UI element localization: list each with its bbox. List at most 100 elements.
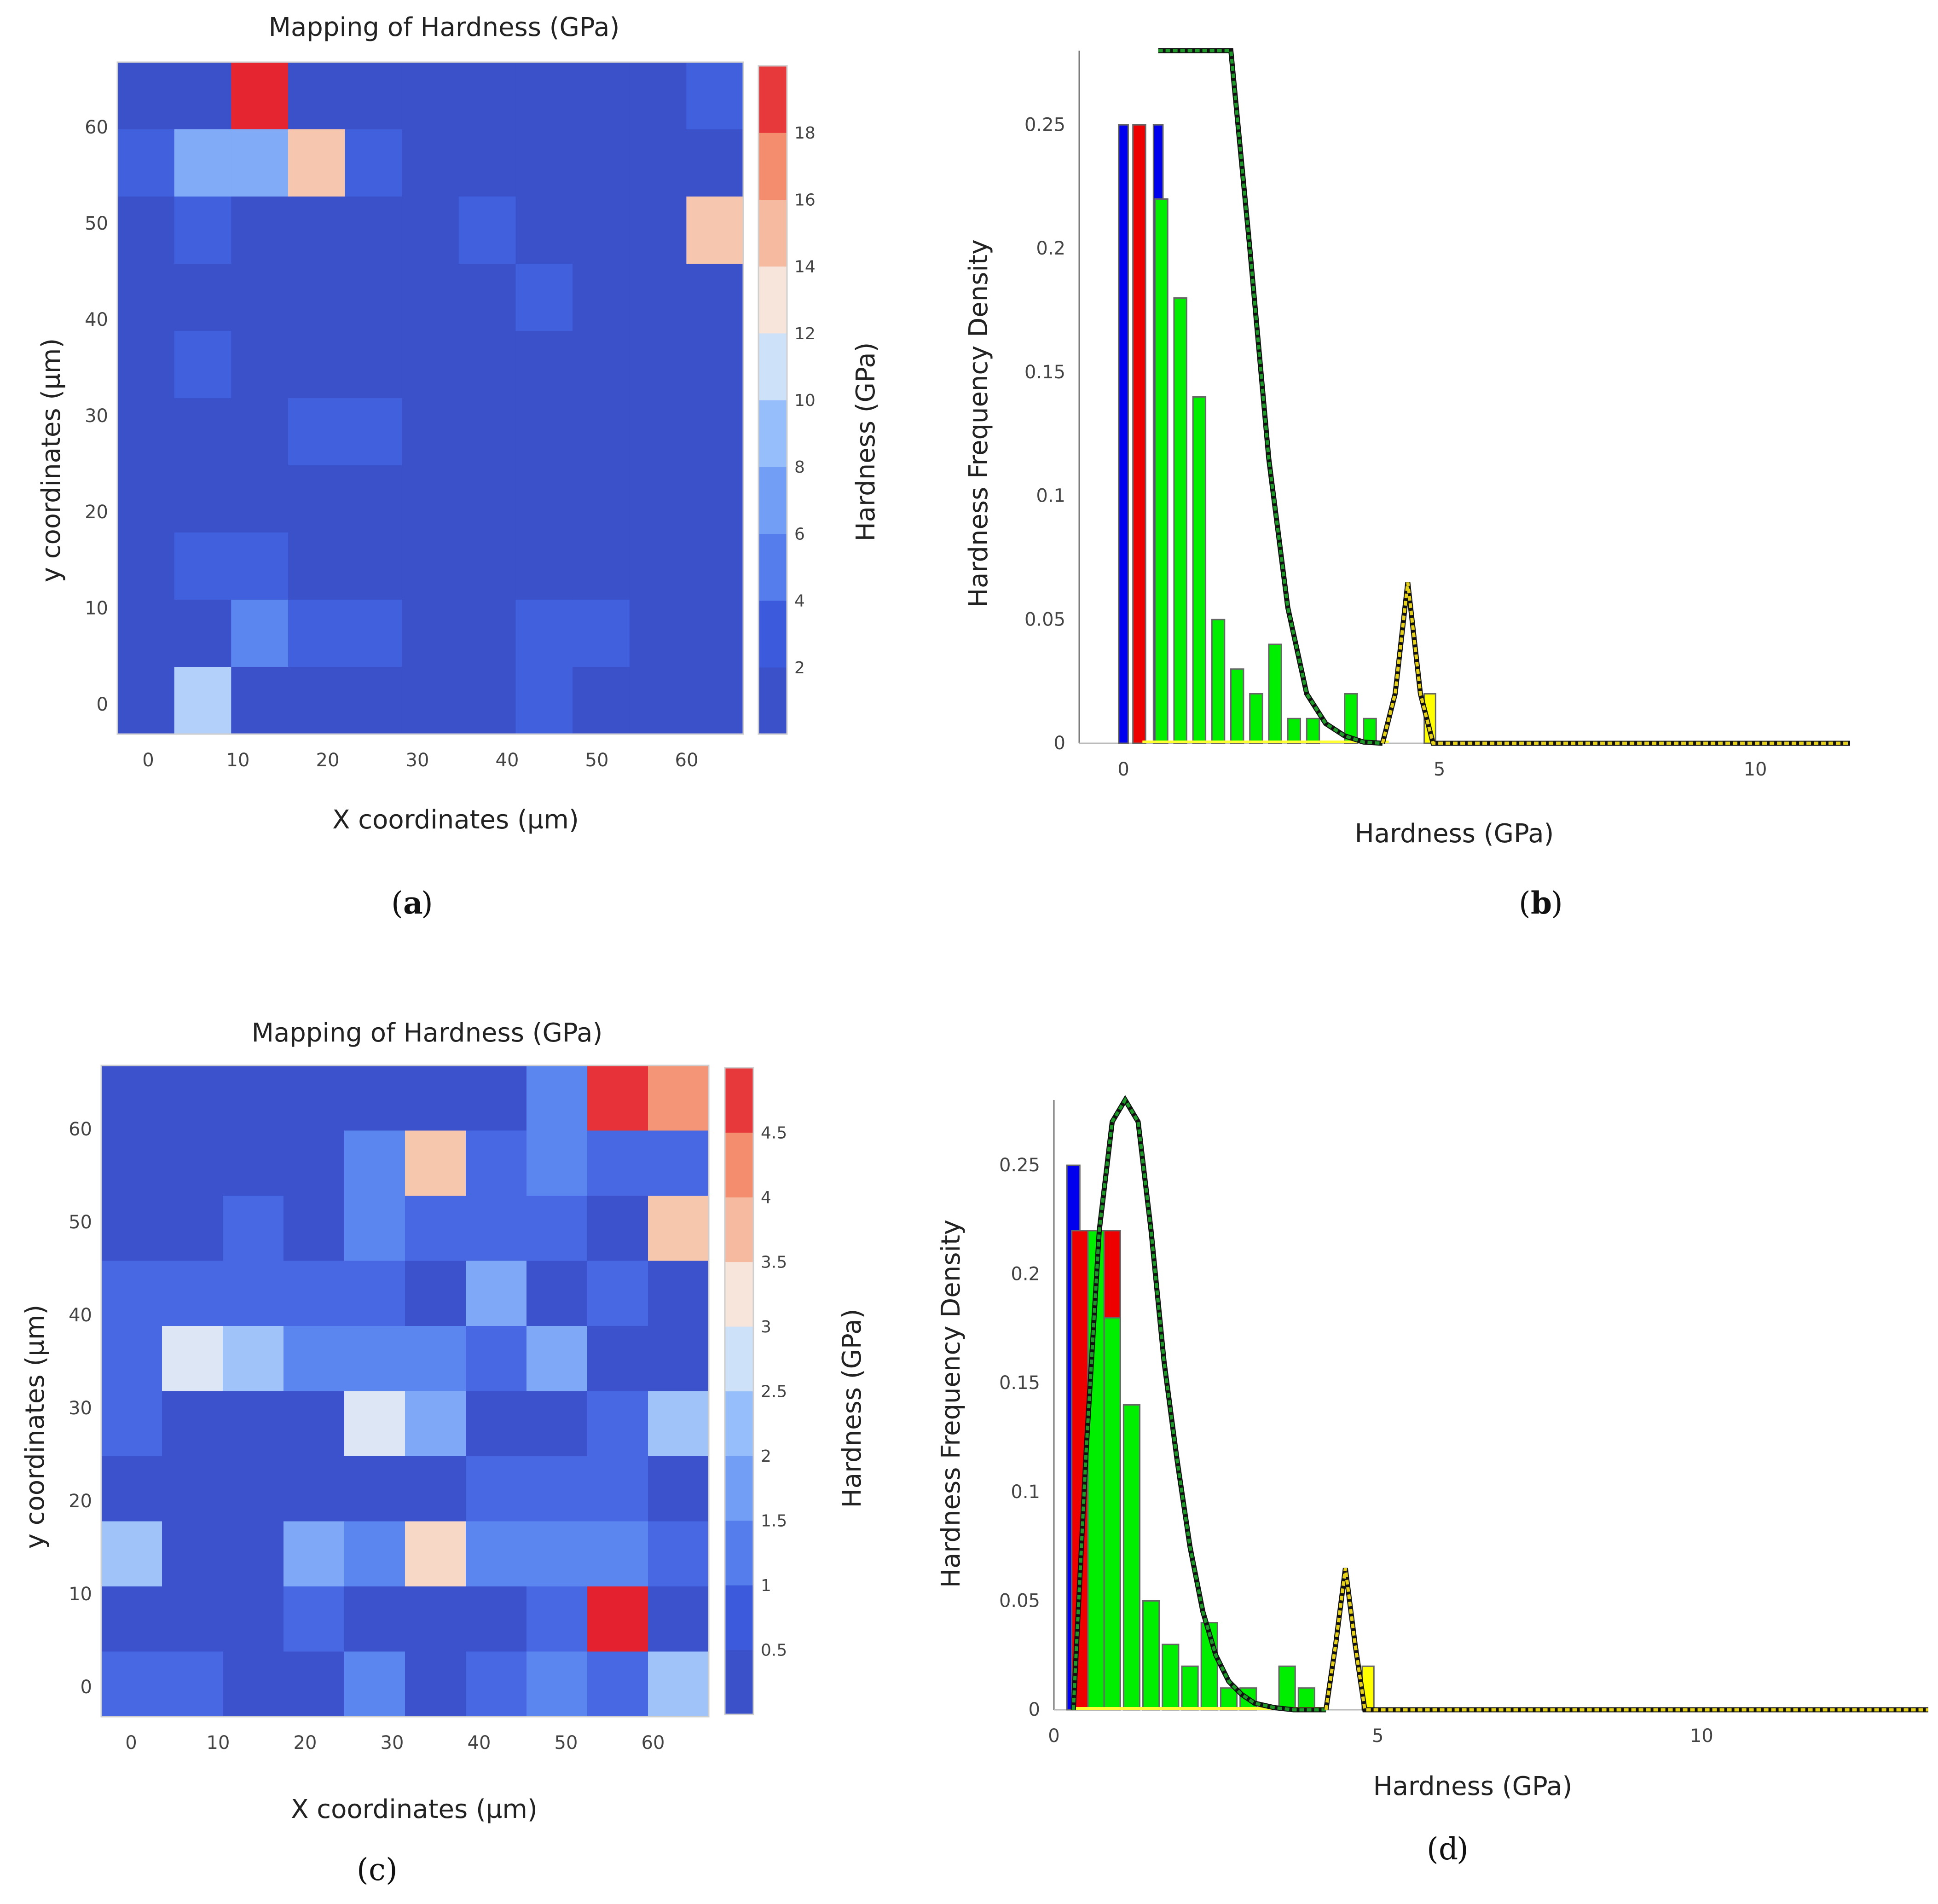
- heatmap-cell: [526, 1065, 588, 1131]
- heatmap-cell: [526, 1196, 588, 1262]
- y-tick-label: 60: [85, 117, 108, 138]
- panel-c-caption-letter: c: [369, 1852, 386, 1887]
- colorbar-frame: [758, 65, 788, 735]
- bar-green: [1122, 1404, 1140, 1711]
- colorbar-tick-label: 8: [794, 458, 805, 477]
- bar-green: [1220, 1687, 1238, 1711]
- heatmap-cell: [223, 1326, 284, 1392]
- panel-b: 0 0.05 0.1 0.15 0.2 0.25 0 5 10 Hardness (GPa) H…: [964, 48, 1850, 921]
- colorbar-tick-label: 2.5: [761, 1383, 787, 1401]
- x-tick-label: 10: [1690, 1725, 1713, 1747]
- colorbar-segment: [725, 1520, 753, 1586]
- y-tick-label: 30: [69, 1398, 92, 1419]
- heatmap-cell: [515, 532, 573, 600]
- colorbar-tick-label: 3: [761, 1318, 771, 1337]
- heatmap-cell: [174, 398, 231, 466]
- heatmap-cell: [458, 600, 516, 667]
- y-tick-label: 0.25: [1024, 114, 1065, 135]
- heatmap-cell: [405, 1196, 466, 1262]
- heatmap-cell: [223, 1065, 284, 1131]
- colorbar-tick-label: 1.5: [761, 1512, 787, 1531]
- heatmap-cell: [515, 398, 573, 466]
- heatmap-cell: [231, 264, 289, 331]
- heatmap-cell: [344, 1130, 405, 1196]
- x-tick-label: 5: [1372, 1725, 1383, 1747]
- svg-text:(: (: [391, 885, 403, 921]
- panel-a-x-label: X coordinates (µm): [332, 805, 579, 835]
- colorbar-segment: [725, 1326, 753, 1392]
- y-tick-label: 20: [69, 1491, 92, 1512]
- heatmap-cell: [344, 1326, 405, 1392]
- panel-c-y-ticks: 0 10 20 30 40 50 60: [69, 1119, 92, 1698]
- heatmap-cell: [101, 1326, 162, 1392]
- heatmap-cell: [162, 1521, 223, 1587]
- panel-c-colorbar-label: Hardness (GPa): [837, 1309, 867, 1508]
- heatmap-cell: [117, 398, 175, 466]
- heatmap-cell: [117, 667, 175, 735]
- heatmap-cell: [629, 667, 687, 735]
- bar-green: [1249, 693, 1263, 744]
- x-tick-label: 20: [316, 750, 340, 771]
- heatmap-cell: [288, 600, 346, 667]
- panel-d-caption-letter: d: [1439, 1831, 1458, 1867]
- heatmap-cell: [101, 1391, 162, 1457]
- colorbar-tick-label: 18: [794, 124, 816, 143]
- heatmap-cell: [283, 1586, 345, 1652]
- heatmap-cell: [344, 1391, 405, 1457]
- fit-curve-outline: [1158, 48, 1383, 746]
- heatmap-cell: [174, 264, 231, 331]
- heatmap-cell: [458, 532, 516, 600]
- heatmap-cell: [629, 197, 687, 264]
- heatmap-cell: [345, 532, 402, 600]
- heatmap-cell: [405, 1065, 466, 1131]
- x-tick-label: 5: [1434, 759, 1445, 780]
- heatmap-cell: [101, 1065, 162, 1131]
- heatmap-cell: [117, 129, 175, 197]
- heatmap-cell: [231, 129, 289, 197]
- colorbar-tick-label: 16: [794, 191, 816, 209]
- heatmap-cell: [101, 1130, 162, 1196]
- heatmap-cell: [458, 667, 516, 735]
- heatmap-cell: [466, 1326, 527, 1392]
- heatmap-frame: [116, 61, 744, 735]
- panel-b-caption-letter: b: [1531, 885, 1552, 921]
- colorbar-segment: [758, 600, 787, 668]
- x-tick-label: 20: [294, 1732, 317, 1754]
- colorbar-segment: [758, 66, 787, 133]
- heatmap-cell: [344, 1196, 405, 1262]
- heatmap-cell: [288, 465, 346, 533]
- y-tick-label: 50: [69, 1212, 92, 1233]
- heatmap-cell: [231, 62, 289, 130]
- heatmap-cell: [223, 1196, 284, 1262]
- heatmap-cell: [587, 1521, 648, 1587]
- heatmap-cell: [587, 1130, 648, 1196]
- panel-a-heatmap: [116, 61, 744, 735]
- heatmap-cell: [223, 1456, 284, 1522]
- heatmap-cell: [345, 264, 402, 331]
- y-tick-label: 0.1: [1011, 1482, 1040, 1503]
- x-tick-label: 10: [226, 750, 250, 771]
- heatmap-cell: [223, 1521, 284, 1587]
- heatmap-cell: [162, 1130, 223, 1196]
- y-tick-label: 0.25: [999, 1155, 1040, 1176]
- heatmap-cell: [573, 667, 630, 735]
- heatmap-cell: [231, 667, 289, 735]
- heatmap-cell: [345, 129, 402, 197]
- heatmap-cell: [288, 129, 346, 197]
- heatmap-cell: [162, 1196, 223, 1262]
- heatmap-cell: [174, 331, 231, 399]
- heatmap-cell: [526, 1456, 588, 1522]
- heatmap-cell: [345, 667, 402, 735]
- bar-green: [1287, 718, 1302, 744]
- svg-text:(: (: [1427, 1831, 1439, 1867]
- panel-c-x-ticks: 0 10 20 30 40 50 60: [125, 1732, 665, 1754]
- heatmap-cell: [526, 1651, 588, 1717]
- heatmap-cell: [344, 1586, 405, 1652]
- colorbar-tick-label: 12: [794, 324, 816, 343]
- panel-a-y-label: y coordinates (µm): [36, 338, 66, 582]
- x-tick-label: 0: [142, 750, 154, 771]
- colorbar-segment: [725, 1262, 753, 1327]
- heatmap-cell: [117, 197, 175, 264]
- heatmap-cell: [466, 1521, 527, 1587]
- x-tick-label: 0: [125, 1732, 137, 1754]
